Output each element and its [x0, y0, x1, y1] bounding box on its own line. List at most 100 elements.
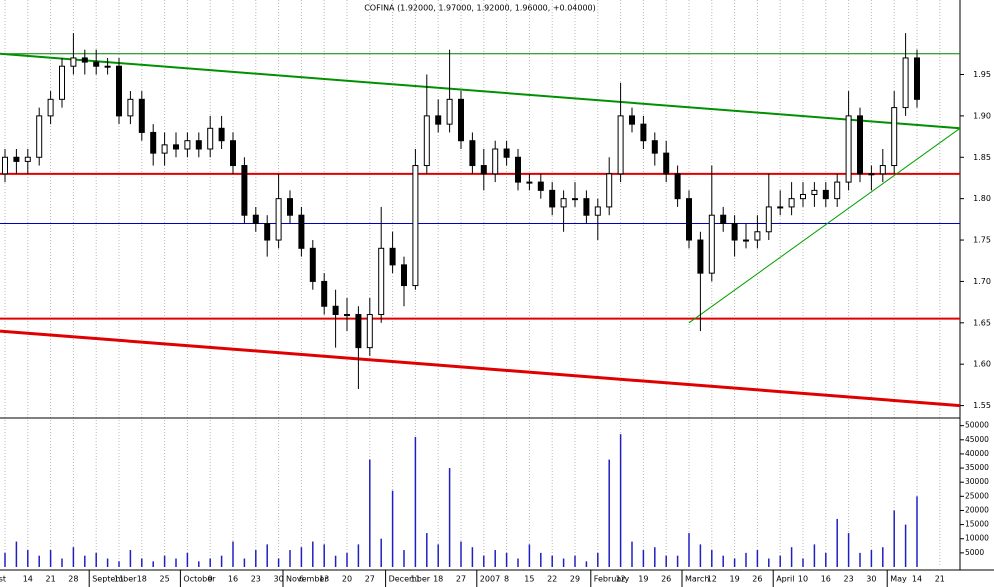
volume-bar — [756, 550, 759, 567]
volume-bar — [460, 541, 462, 567]
x-tick-label: 19 — [730, 575, 740, 584]
y-tick-label: 1.95 — [973, 70, 991, 79]
candle-body — [344, 314, 350, 317]
candle-body — [47, 98, 54, 117]
candle-body — [572, 198, 578, 201]
candle-body — [366, 314, 373, 349]
volume-bar — [779, 555, 781, 567]
x-tick-label: 12 — [707, 575, 717, 584]
volume-bar — [813, 544, 816, 567]
volume-bar — [711, 550, 713, 567]
candle-body — [207, 127, 214, 150]
candle-body — [435, 115, 442, 125]
month-label: December — [389, 575, 431, 584]
candle-body — [594, 206, 601, 216]
candle-body — [287, 198, 293, 216]
trend-line — [0, 52, 961, 130]
y-tick-label: 1.80 — [973, 194, 991, 203]
volume-bar — [825, 552, 827, 567]
volume-bar — [4, 552, 6, 567]
volume-bar — [699, 544, 702, 567]
candle-body — [401, 264, 407, 287]
volume-bar — [163, 555, 166, 567]
volume-bar — [38, 555, 40, 567]
volume-bar — [141, 558, 143, 567]
volume-bar — [562, 558, 565, 567]
candle-body — [743, 239, 749, 242]
candle-body — [264, 222, 271, 241]
volume-bar — [357, 544, 360, 567]
volume-bar — [551, 555, 553, 567]
candle-body — [537, 181, 544, 191]
candle-body — [13, 156, 20, 162]
candle-body — [788, 198, 795, 208]
y2-tick-label: 35000 — [965, 463, 989, 472]
candle-body — [458, 98, 464, 142]
volume-bar — [631, 541, 633, 567]
volume-bar — [676, 555, 679, 567]
volume-bar — [323, 544, 325, 567]
x-tick-label: 16 — [821, 575, 831, 584]
y-tick-label: 1.85 — [973, 153, 991, 162]
volume-bar — [289, 550, 291, 567]
month-label: May — [890, 575, 907, 584]
candle-body — [446, 98, 453, 125]
x-tick-label: 19 — [638, 575, 648, 584]
x-tick-label: 14 — [912, 575, 922, 584]
x-tick-label: 10 — [798, 575, 808, 584]
y2-tick-label: 40000 — [965, 449, 989, 458]
volume-bar — [574, 555, 576, 567]
volume-bar — [266, 544, 268, 567]
candle-body — [822, 189, 829, 200]
x-tick-label: 30 — [274, 575, 284, 584]
trend-line — [688, 127, 961, 324]
volume-bar — [437, 544, 439, 567]
x-tick-label: 26 — [661, 575, 671, 584]
volume-bar — [118, 561, 120, 567]
x-tick-label: 30 — [866, 575, 876, 584]
trend-line — [0, 329, 961, 408]
volume-bar — [186, 552, 189, 567]
candle-body — [868, 173, 875, 176]
volume-bar — [585, 561, 588, 567]
volume-bar — [494, 550, 496, 567]
volume-bar — [49, 550, 52, 567]
volume-bar — [688, 533, 690, 567]
volume-bar — [61, 558, 63, 567]
volume-bar — [346, 552, 348, 567]
x-tick-label: 13 — [319, 575, 329, 584]
candle-body — [241, 165, 248, 216]
volume-bar — [540, 552, 542, 567]
y2-tick-label: 20000 — [965, 505, 989, 514]
volume-bar — [277, 558, 280, 567]
candle-body — [412, 165, 419, 287]
volume-bar — [72, 547, 75, 567]
volume-bar — [369, 459, 371, 567]
x-tick-label: 28 — [68, 575, 78, 584]
candle-body — [127, 98, 134, 117]
x-tick-label: 20 — [342, 575, 352, 584]
candle-body — [355, 314, 362, 349]
x-tick-label: 23 — [844, 575, 854, 584]
candle-body — [332, 305, 339, 316]
y2-tick-label: 45000 — [965, 435, 989, 444]
volume-bar — [448, 468, 451, 567]
volume-bar — [15, 541, 18, 567]
y-tick-label: 1.60 — [973, 360, 991, 369]
y2-tick-label: 25000 — [965, 491, 989, 500]
month-label: October — [183, 575, 216, 584]
candle-body — [754, 231, 761, 241]
volume-bar — [790, 547, 793, 567]
volume-bar — [152, 561, 154, 567]
volume-bar — [882, 547, 884, 567]
y2-tick-label: 50000 — [965, 421, 989, 430]
candle-body — [640, 123, 647, 142]
candle-body — [184, 140, 191, 150]
volume-bar — [768, 558, 770, 567]
candle-body — [492, 148, 499, 175]
volume-bar — [836, 518, 838, 567]
x-tick-label: 16 — [228, 575, 238, 584]
candle-body — [503, 148, 510, 158]
candle-body — [811, 189, 818, 196]
